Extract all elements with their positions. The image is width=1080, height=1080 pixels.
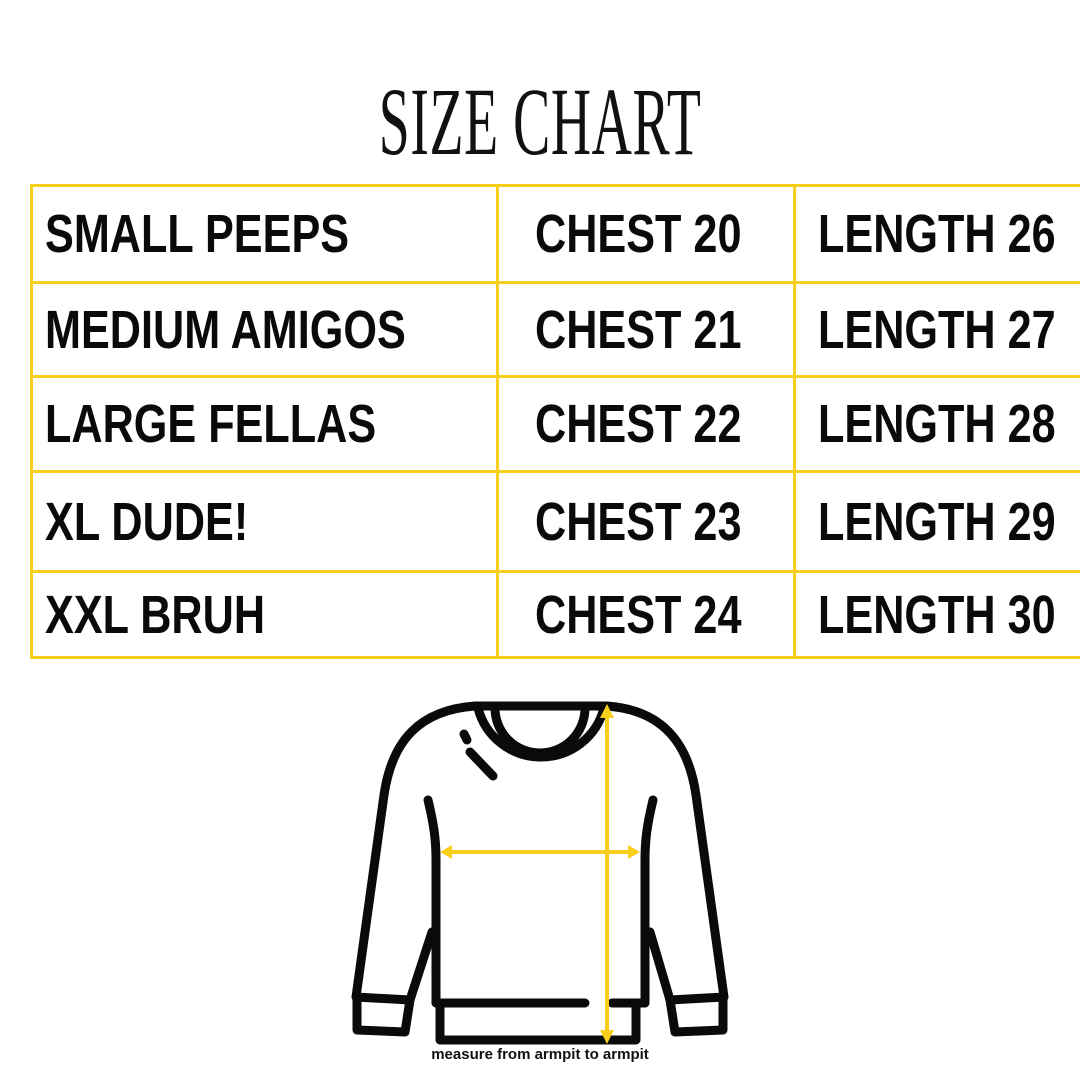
sweatshirt-outline-left <box>351 701 480 1005</box>
size-name: SMALL PEEPS <box>45 204 350 264</box>
page-title: SIZE CHART <box>378 68 702 175</box>
chest-value: CHEST 20 <box>534 204 742 264</box>
waistband <box>435 998 641 1045</box>
size-name: XXL BRUH <box>45 584 266 645</box>
collar-mark-dot <box>459 729 472 745</box>
chest-value: CHEST 22 <box>534 394 742 454</box>
chest-value: CHEST 24 <box>534 584 742 645</box>
measure-arrows <box>440 704 640 1044</box>
length-value: LENGTH 29 <box>818 491 1056 552</box>
length-value: LENGTH 28 <box>818 394 1056 454</box>
table-row: SMALL PEEPS CHEST 20 LENGTH 26 <box>30 184 1080 284</box>
sweatshirt-outline-right <box>602 701 729 1005</box>
arrow-head-left <box>440 845 452 859</box>
length-value: LENGTH 27 <box>818 299 1056 360</box>
table-row: MEDIUM AMIGOS CHEST 21 LENGTH 27 <box>30 281 1080 378</box>
arrow-head-right <box>628 845 640 859</box>
collar-inner <box>490 703 590 758</box>
body-left <box>423 795 441 1008</box>
size-name: LARGE FELLAS <box>45 394 377 454</box>
chest-value: CHEST 21 <box>534 299 742 360</box>
arrow-head-bottom <box>600 1030 614 1044</box>
size-name: MEDIUM AMIGOS <box>45 299 406 360</box>
length-value: LENGTH 30 <box>818 584 1056 645</box>
body-right <box>640 795 658 1008</box>
chest-value: CHEST 23 <box>534 491 742 552</box>
left-cuff <box>352 994 415 1037</box>
length-value: LENGTH 26 <box>818 204 1056 264</box>
table-row: XL DUDE! CHEST 23 LENGTH 29 <box>30 470 1080 573</box>
table-row: XXL BRUH CHEST 24 LENGTH 30 <box>30 570 1080 659</box>
size-table: SMALL PEEPS CHEST 20 LENGTH 26 MEDIUM AM… <box>30 184 1080 659</box>
size-name: XL DUDE! <box>45 491 249 552</box>
right-cuff <box>665 994 728 1037</box>
arrow-head-top <box>600 704 614 718</box>
collar-mark-line <box>465 747 498 781</box>
table-row: LARGE FELLAS CHEST 22 LENGTH 28 <box>30 375 1080 473</box>
measure-note: measure from armpit to armpit <box>431 1046 649 1063</box>
